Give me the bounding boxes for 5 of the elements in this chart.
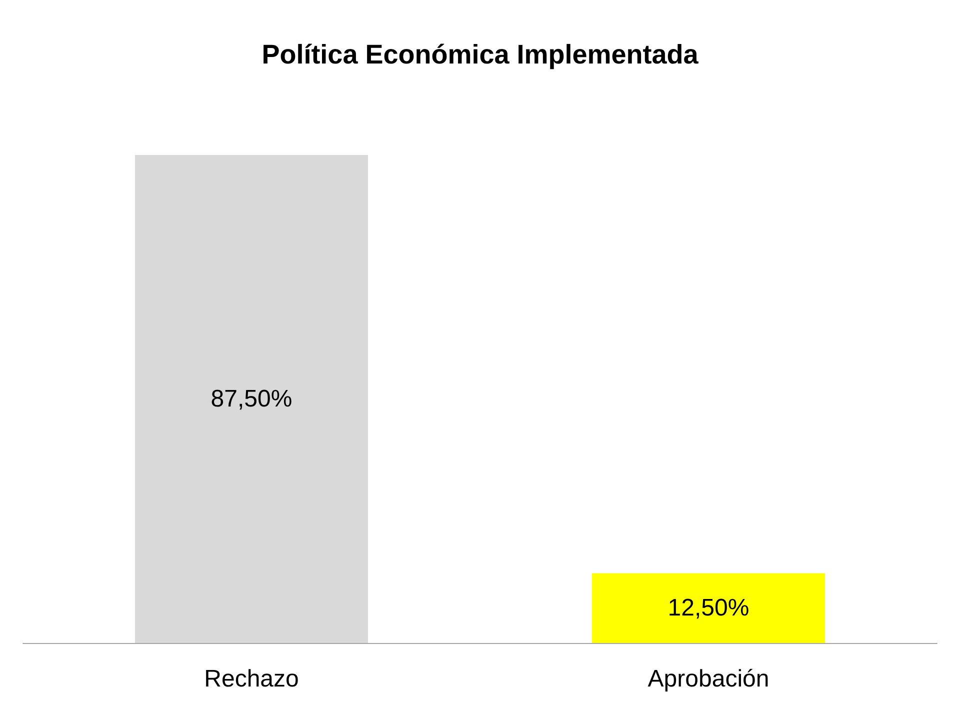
chart-title: Política Económica Implementada <box>262 40 700 70</box>
data-label: 87,50% <box>210 386 292 412</box>
data-label: 12,50% <box>668 594 750 622</box>
x-tick-label: Aprobación <box>648 666 770 692</box>
x-tick-label: Rechazo <box>204 666 299 692</box>
